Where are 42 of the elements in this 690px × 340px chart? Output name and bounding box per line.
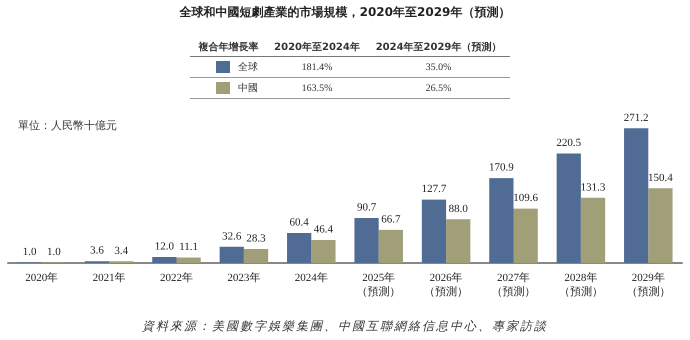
data-label: 131.3 (580, 181, 606, 194)
x-tick-label: 2021年 (92, 272, 126, 284)
data-label: 170.9 (488, 162, 514, 174)
x-tick-label: 2027年（預測） (492, 272, 536, 298)
text: 2020年至2024年 (266, 38, 368, 56)
x-tick-label: 2022年 (160, 272, 193, 284)
data-label: 88.0 (448, 202, 468, 215)
x-tick-label: 2024年 (294, 272, 328, 284)
data-label: 11.1 (179, 240, 198, 253)
data-label: 127.7 (422, 183, 447, 196)
chart-title: 全球和中國短劇產業的市場規模，2020年至2029年（預測） (178, 4, 512, 21)
data-label: 150.4 (648, 172, 674, 184)
legend-label: 中國 (190, 78, 267, 98)
text: 35.0% (367, 56, 510, 78)
data-label: 220.5 (556, 136, 582, 149)
data-label: 12.0 (154, 240, 174, 253)
data-label: 1.0 (46, 246, 62, 258)
text: 複合年增長率 (190, 38, 267, 56)
data-label: 32.6 (222, 230, 242, 242)
x-tick-label: 2028年（預測） (558, 272, 603, 298)
x-tick-label: 2025年（預測） (356, 272, 401, 298)
x-tick-label: 2020年 (25, 272, 58, 284)
data-label: 60.4 (290, 216, 310, 228)
x-tick-label: 2029年（預測） (626, 272, 670, 298)
data-label: 3.4 (114, 244, 129, 257)
text: 181.4% (266, 56, 368, 78)
data-label: 66.7 (381, 213, 401, 226)
source-note: 資料來源：美國數字娛樂集團、中國互聯網絡信息中心、專家訪談 (141, 318, 549, 335)
data-label: 109.6 (513, 192, 539, 204)
data-label: 1.0 (22, 246, 37, 258)
x-tick-label: 2026年（預測） (424, 272, 468, 298)
text: 2024年至2029年（預測） (367, 38, 510, 56)
data-label: 271.2 (624, 112, 649, 124)
text: 163.5% (266, 78, 368, 98)
y-axis-title: 單位：人民幣十億元 (18, 118, 117, 133)
data-label: 90.7 (356, 201, 377, 214)
legend-label: 全球 (190, 56, 267, 78)
data-label: 46.4 (314, 223, 334, 236)
text: 26.5% (367, 78, 510, 98)
x-tick-label: 2023年 (227, 272, 260, 284)
data-label: 28.3 (246, 232, 266, 244)
data-label: 3.6 (90, 244, 104, 257)
